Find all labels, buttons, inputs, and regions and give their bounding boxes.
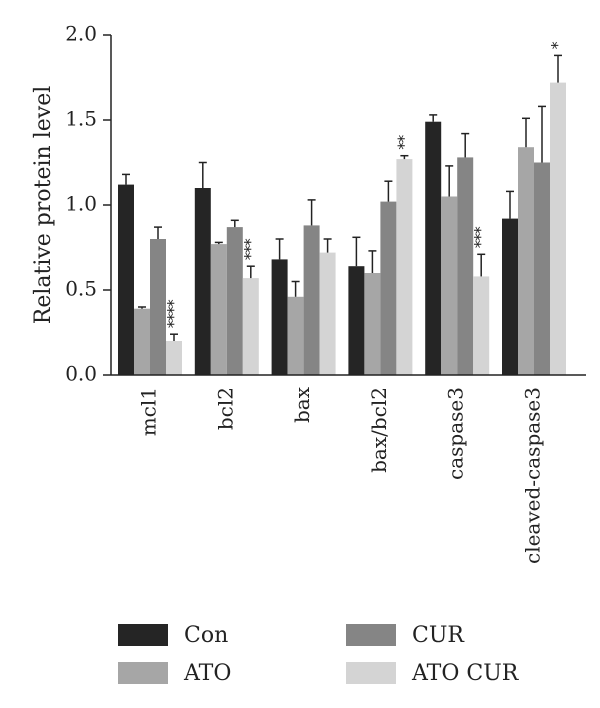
y-tick-label: 2.0 xyxy=(65,22,97,46)
x-tick-label-mcl1: mcl1 xyxy=(137,387,161,436)
legend-item-ato-cur: ATO CUR xyxy=(346,661,520,686)
x-axis-labels: mcl1 bcl2 bax bax/bcl2 caspase3 cleaved-caspa… xyxy=(137,386,545,564)
bar-bax-bcl2-ato-cur xyxy=(396,159,413,375)
x-tick-label-caspase3: caspase3 xyxy=(444,387,468,480)
error-bar-bax-bcl2-ato xyxy=(368,250,377,273)
bar-mcl1-con xyxy=(118,184,134,375)
bar-bcl2-con xyxy=(194,188,211,375)
error-bar-bax-bcl2-con xyxy=(352,236,361,267)
error-bar-mcl1-cur xyxy=(154,226,162,239)
bar-caspase3-ato-cur xyxy=(473,276,490,375)
bar-caspase3-ato xyxy=(441,196,458,375)
x-tick-label-bcl2: bcl2 xyxy=(213,387,237,430)
legend-swatch xyxy=(118,624,168,646)
error-bars-layer xyxy=(122,54,562,341)
error-bar-bax-cur xyxy=(307,199,316,226)
legend-item-ato: ATO xyxy=(118,661,231,686)
bar-caspase3-cur xyxy=(457,157,474,375)
error-bar-caspase3-ato xyxy=(445,165,454,197)
bar-cleaved-caspase3-cur xyxy=(534,162,550,375)
error-bar-bax-ato xyxy=(291,280,300,297)
bar-bcl2-ato-cur xyxy=(242,278,259,375)
bar-bax-con xyxy=(271,259,288,375)
significance-layer: ************* xyxy=(164,41,567,328)
legend-item-con: Con xyxy=(118,623,228,648)
legend-label: CUR xyxy=(412,623,465,648)
legend-swatch xyxy=(346,662,396,684)
error-bar-cleaved-caspase3-ato-cur xyxy=(554,54,562,83)
x-tick-label-cleaved-caspase3: cleaved-caspase3 xyxy=(521,387,545,564)
significance-bcl2: *** xyxy=(240,238,259,260)
error-bar-bcl2-cur xyxy=(230,219,239,228)
error-bar-mcl1-con xyxy=(122,173,130,185)
y-tick-label: 0.5 xyxy=(65,277,97,301)
error-bar-bax-ato-cur xyxy=(323,238,332,253)
significance-bax-bcl2: ** xyxy=(394,135,413,150)
error-bar-bax-con xyxy=(275,238,284,260)
bar-mcl1-cur xyxy=(150,239,166,375)
error-bar-bcl2-ato xyxy=(214,241,223,245)
error-bar-bcl2-ato-cur xyxy=(246,265,255,279)
y-axis-label: Relative protein level xyxy=(31,86,56,325)
significance-mcl1: **** xyxy=(164,299,183,328)
x-tick-label-bax-bcl2: bax/bcl2 xyxy=(367,387,391,473)
legend-label: ATO CUR xyxy=(411,661,520,686)
legend-swatch xyxy=(118,662,168,684)
legend-item-cur: CUR xyxy=(346,623,465,648)
error-bar-cleaved-caspase3-cur xyxy=(538,105,546,163)
error-bar-mcl1-ato-cur xyxy=(170,333,178,341)
bar-bax-bcl2-con xyxy=(348,266,365,375)
error-bar-bcl2-con xyxy=(198,161,207,188)
legend-label: ATO xyxy=(183,661,231,686)
bar-cleaved-caspase3-ato-cur xyxy=(550,82,566,375)
error-bar-cleaved-caspase3-con xyxy=(506,190,514,219)
bar-bax-bcl2-cur xyxy=(380,201,397,375)
bar-mcl1-ato-cur xyxy=(166,341,182,375)
bar-bax-cur xyxy=(303,225,320,375)
legend-swatch xyxy=(346,624,396,646)
significance-caspase3: *** xyxy=(471,226,490,248)
bar-bcl2-cur xyxy=(226,227,243,375)
bar-caspase3-con xyxy=(425,121,442,375)
y-tick-label: 1.5 xyxy=(65,107,97,131)
error-bar-bax-bcl2-ato-cur xyxy=(400,154,409,160)
axes xyxy=(110,35,586,376)
error-bar-mcl1-ato xyxy=(138,306,146,309)
bar-cleaved-caspase3-ato xyxy=(518,147,534,375)
y-axis-ticks: 0.0 0.5 1.0 1.5 2.0 xyxy=(65,22,111,386)
bar-mcl1-ato xyxy=(134,308,150,375)
significance-cleaved-caspase3: * xyxy=(548,41,567,49)
bar-cleaved-caspase3-con xyxy=(502,218,518,375)
bars-layer xyxy=(118,82,566,375)
error-bar-caspase3-ato-cur xyxy=(477,253,486,277)
error-bar-caspase3-cur xyxy=(461,132,470,158)
bar-bax-ato-cur xyxy=(319,252,336,375)
x-tick-label-bax: bax xyxy=(290,386,314,423)
bar-bcl2-ato xyxy=(210,244,227,375)
legend-label: Con xyxy=(184,623,228,648)
error-bar-cleaved-caspase3-ato xyxy=(522,117,530,148)
error-bar-caspase3-con xyxy=(429,114,438,122)
y-tick-label: 0.0 xyxy=(65,362,97,386)
bar-bax-ato xyxy=(287,296,304,375)
legend: Con CUR ATO ATO CUR xyxy=(118,623,520,686)
error-bar-bax-bcl2-cur xyxy=(384,180,393,202)
bar-bax-bcl2-ato xyxy=(364,273,381,375)
y-tick-label: 1.0 xyxy=(65,192,97,216)
